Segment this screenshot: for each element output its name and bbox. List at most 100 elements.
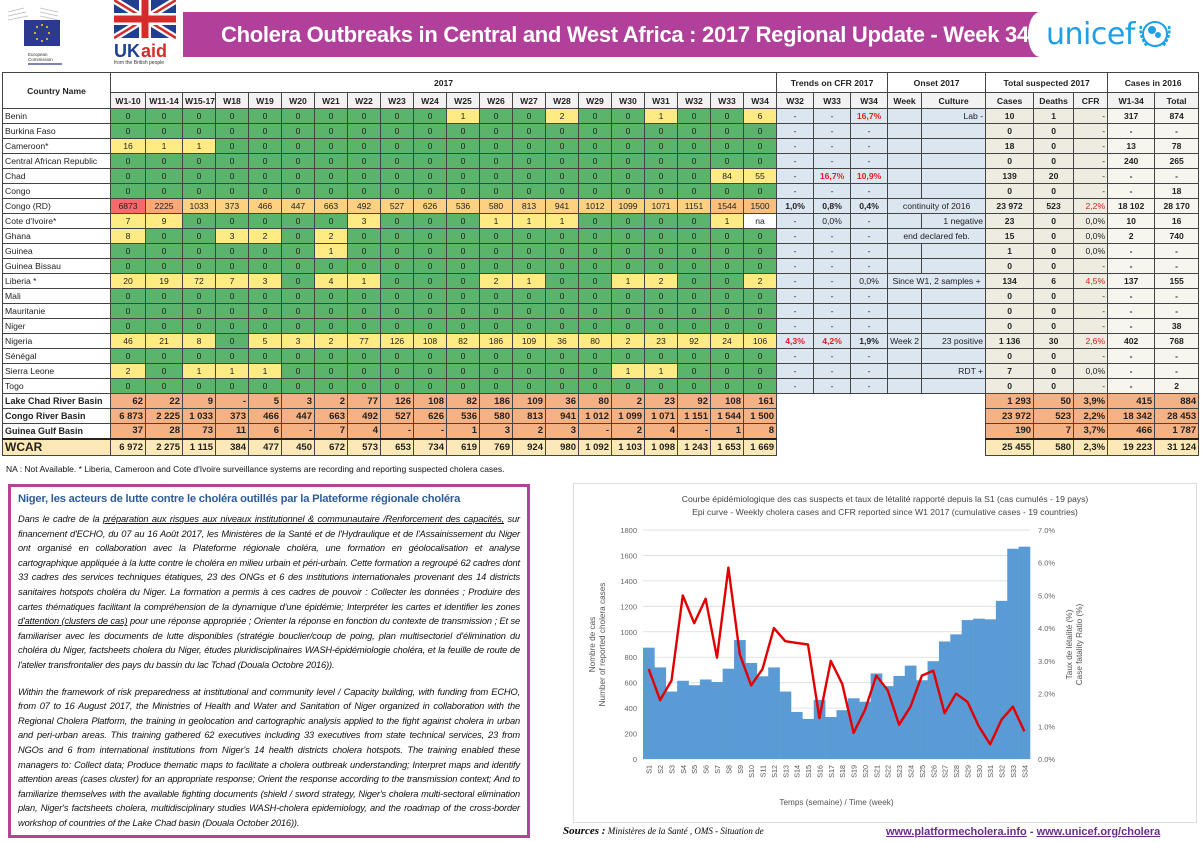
weekly-cases-cell: 0 bbox=[710, 273, 744, 289]
weekly-cases-cell: 0 bbox=[578, 123, 612, 139]
weekly-cases-cell: 0 bbox=[578, 348, 612, 364]
onset-week bbox=[887, 138, 923, 154]
weekly-cases-cell: 373 bbox=[215, 408, 249, 424]
total-cases: 23 972 bbox=[985, 408, 1035, 424]
week-header: W30 bbox=[611, 92, 645, 109]
cfr-trend-cell: - bbox=[850, 228, 889, 244]
weekly-cases-cell: 3 bbox=[545, 423, 579, 439]
weekly-cases-cell: 7 bbox=[215, 273, 249, 289]
cfr-trend-cell: 0,8% bbox=[813, 198, 852, 214]
onset-week bbox=[887, 123, 923, 139]
onset-culture: RDT + bbox=[921, 363, 987, 379]
cases-2016-total: - bbox=[1154, 348, 1200, 364]
row-label: Guinea Gulf Basin bbox=[2, 423, 111, 439]
cfr-trend-cell: - bbox=[850, 348, 889, 364]
weekly-cases-cell: 0 bbox=[314, 153, 348, 169]
weekly-cases-cell: 1 bbox=[710, 213, 744, 229]
week-header: W29 bbox=[578, 92, 612, 109]
weekly-cases-cell: 0 bbox=[611, 138, 645, 154]
weekly-cases-cell: 0 bbox=[512, 183, 546, 199]
weekly-cases-cell: 0 bbox=[413, 123, 447, 139]
weekly-cases-cell: 0 bbox=[677, 243, 711, 259]
news-paragraph-fr: Dans le cadre de la préparation aux risq… bbox=[18, 512, 520, 673]
week-header: W21 bbox=[314, 92, 348, 109]
weekly-cases-cell: 0 bbox=[347, 288, 381, 304]
weekly-cases-cell: 0 bbox=[182, 213, 216, 229]
basin-row: Lake Chad River Basin 62 22 9-5 3 2 77 126 108 82… bbox=[2, 393, 1200, 409]
weekly-cases-cell: 4 bbox=[644, 423, 678, 439]
weekly-cases-cell: 0 bbox=[578, 153, 612, 169]
weekly-cases-cell: 9 bbox=[145, 213, 183, 229]
country-name: Congo bbox=[2, 183, 111, 199]
weekly-cases-cell: 0 bbox=[215, 258, 249, 274]
weekly-cases-cell: 0 bbox=[380, 363, 414, 379]
weekly-cases-cell: 19 bbox=[145, 273, 183, 289]
weekly-cases-cell: 0 bbox=[215, 348, 249, 364]
weekly-cases-cell: 161 bbox=[742, 393, 778, 409]
weekly-cases-cell: 0 bbox=[347, 108, 381, 124]
cfr-trend-cell: - bbox=[776, 153, 815, 169]
weekly-cases-cell: 0 bbox=[578, 273, 612, 289]
weekly-cases-cell: 106 bbox=[742, 333, 778, 349]
weekly-cases-cell: 0 bbox=[145, 243, 183, 259]
weekly-cases-cell: 3 bbox=[347, 213, 381, 229]
unicef-cholera-link[interactable]: www.unicef.org/cholera bbox=[1036, 826, 1161, 838]
weekly-cases-cell: 0 bbox=[110, 168, 146, 184]
total-deaths: 6 bbox=[1033, 273, 1075, 289]
x-tick-label: S17 bbox=[827, 765, 836, 778]
weekly-cases-cell: 0 bbox=[281, 348, 315, 364]
total-deaths: 0 bbox=[1033, 258, 1075, 274]
onset-week bbox=[887, 243, 923, 259]
weekly-cases-cell: 980 bbox=[545, 437, 579, 456]
svg-text:aid: aid bbox=[141, 41, 167, 61]
cfr-trend-cell: 4,3% bbox=[776, 333, 815, 349]
cfr-line bbox=[647, 566, 1026, 746]
cfr-trend-cell: - bbox=[813, 348, 852, 364]
x-tick-label: S5 bbox=[690, 765, 699, 774]
weekly-cases-cell: 0 bbox=[611, 303, 645, 319]
weekly-cases-cell: 0 bbox=[578, 288, 612, 304]
weekly-cases-cell: 0 bbox=[545, 183, 579, 199]
weekly-cases-cell: 0 bbox=[182, 108, 216, 124]
weekly-cases-cell: 0 bbox=[380, 213, 414, 229]
y-axis-title: Number of reported cholera cases bbox=[598, 583, 607, 707]
weekly-cases-cell: 0 bbox=[215, 378, 249, 394]
weekly-cases-cell: 0 bbox=[578, 168, 612, 184]
table-row: Liberia * 20 19 72 7 3 0 4 1 0 0 0 2 1 0 0 1 2 0 0 2- -0,0% Si… bbox=[2, 273, 1200, 289]
cases-2016-total: 28 170 bbox=[1154, 198, 1200, 214]
bar-S14 bbox=[790, 711, 803, 759]
week-header: W28 bbox=[545, 92, 579, 109]
weekly-cases-cell: 0 bbox=[110, 348, 146, 364]
weekly-cases-cell: 1 bbox=[644, 108, 678, 124]
country-name-header: Country Name bbox=[2, 72, 111, 109]
x-tick-label: S32 bbox=[998, 765, 1007, 778]
cases-2016-column-header: Total bbox=[1154, 92, 1200, 109]
weekly-cases-cell: 373 bbox=[215, 198, 249, 214]
x-tick-label: S21 bbox=[872, 765, 881, 778]
bar-S26 bbox=[927, 661, 940, 759]
bar-S13 bbox=[779, 691, 792, 759]
total-deaths: 7 bbox=[1033, 423, 1075, 439]
cfr-trend-cell: - bbox=[850, 138, 889, 154]
weekly-cases-cell: 37 bbox=[110, 423, 146, 439]
cfr-trend-cell: - bbox=[813, 153, 852, 169]
weekly-cases-cell: 0 bbox=[145, 123, 183, 139]
bar-S29 bbox=[961, 620, 974, 759]
onset-culture bbox=[921, 168, 987, 184]
platformecholera-link[interactable]: www.platformecholera.info bbox=[886, 826, 1027, 838]
x-tick-label: S25 bbox=[918, 765, 927, 778]
weekly-cases-cell: 0 bbox=[413, 243, 447, 259]
weekly-cases-cell: 80 bbox=[578, 393, 612, 409]
week-header: W33 bbox=[710, 92, 744, 109]
weekly-cases-cell: 2 bbox=[611, 333, 645, 349]
cases-2016-total: - bbox=[1154, 168, 1200, 184]
trend-week-header: W34 bbox=[850, 92, 889, 109]
weekly-cases-cell: 0 bbox=[545, 273, 579, 289]
weekly-cases-cell: 0 bbox=[182, 378, 216, 394]
onset-culture: 23 positive bbox=[921, 333, 987, 349]
cases-2016-w1-34: - bbox=[1107, 363, 1156, 379]
country-name: Burkina Faso bbox=[2, 123, 111, 139]
y2-axis-title: Taux de létalité (%) bbox=[1065, 609, 1074, 679]
weekly-cases-cell: 62 bbox=[110, 393, 146, 409]
weekly-cases-cell: 1 033 bbox=[182, 408, 216, 424]
